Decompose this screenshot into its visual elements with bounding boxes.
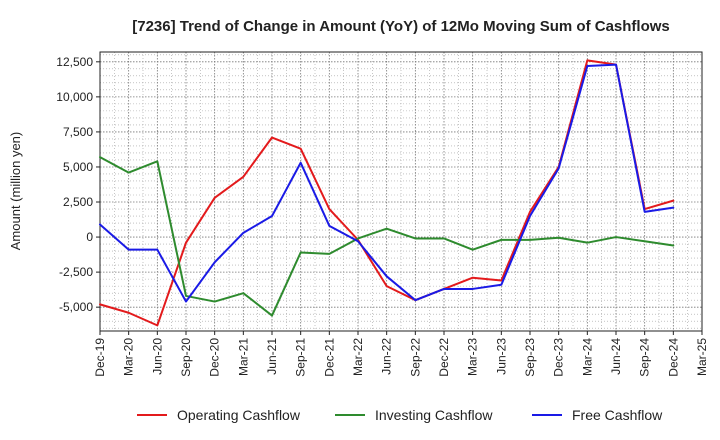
x-tick-label: Jun-23 <box>494 338 508 375</box>
y-axis-label: Amount (million yen) <box>8 132 23 251</box>
x-tick-label: Sep-21 <box>294 338 308 377</box>
x-tick-label: Dec-23 <box>552 338 566 377</box>
legend-label-investing-cashflow: Investing Cashflow <box>375 407 493 423</box>
y-tick-label: 12,500 <box>56 55 93 69</box>
y-tick-label: -5,000 <box>59 300 93 314</box>
x-axis-ticks: Dec-19 Mar-20 Jun-20 Sep-20 Dec-20 Mar-21 Jun-… <box>93 331 709 377</box>
x-tick-label: Mar-23 <box>466 338 480 376</box>
grid-lines <box>99 52 703 331</box>
series-line-operating-cashflow <box>99 59 675 327</box>
y-axis-ticks: 12,500 10,000 7,500 5,000 2,500 0 -2,500 -5,000 <box>56 55 100 314</box>
x-tick-label: Jun-22 <box>380 338 394 375</box>
legend-label-operating-cashflow: Operating Cashflow <box>177 407 301 423</box>
x-tick-label: Dec-20 <box>208 338 222 377</box>
x-tick-label: Dec-22 <box>437 338 451 377</box>
x-tick-label: Dec-21 <box>322 338 336 377</box>
y-tick-label: 10,000 <box>56 90 93 104</box>
x-tick-label: Sep-22 <box>408 338 422 377</box>
x-tick-label: Dec-19 <box>93 338 107 377</box>
x-tick-label: Sep-24 <box>638 338 652 377</box>
y-tick-label: 2,500 <box>63 195 93 209</box>
x-tick-label: Jun-20 <box>150 338 164 375</box>
x-tick-label: Mar-25 <box>695 338 709 376</box>
chart-title: [7236] Trend of Change in Amount (YoY) o… <box>132 18 670 35</box>
series-lines <box>99 59 675 327</box>
x-tick-label: Dec-24 <box>666 338 680 377</box>
y-tick-label: 7,500 <box>63 125 93 139</box>
x-tick-label: Mar-24 <box>580 338 594 376</box>
x-tick-label: Jun-21 <box>265 338 279 375</box>
x-tick-label: Sep-20 <box>179 338 193 377</box>
y-tick-label: -2,500 <box>59 265 93 279</box>
x-tick-label: Mar-20 <box>122 338 136 376</box>
plot-area-frame <box>99 51 703 332</box>
y-tick-label: 0 <box>86 230 93 244</box>
legend: Operating Cashflow Investing Cashflow Free… <box>137 407 663 423</box>
x-tick-label: Jun-24 <box>609 338 623 375</box>
x-tick-label: Mar-21 <box>236 338 250 376</box>
series-line-investing-cashflow <box>99 156 675 317</box>
series-line-free-cashflow <box>99 63 675 303</box>
x-tick-label: Sep-23 <box>523 338 537 377</box>
x-tick-label: Mar-22 <box>351 338 365 376</box>
y-tick-label: 5,000 <box>63 160 93 174</box>
legend-label-free-cashflow: Free Cashflow <box>572 407 663 423</box>
